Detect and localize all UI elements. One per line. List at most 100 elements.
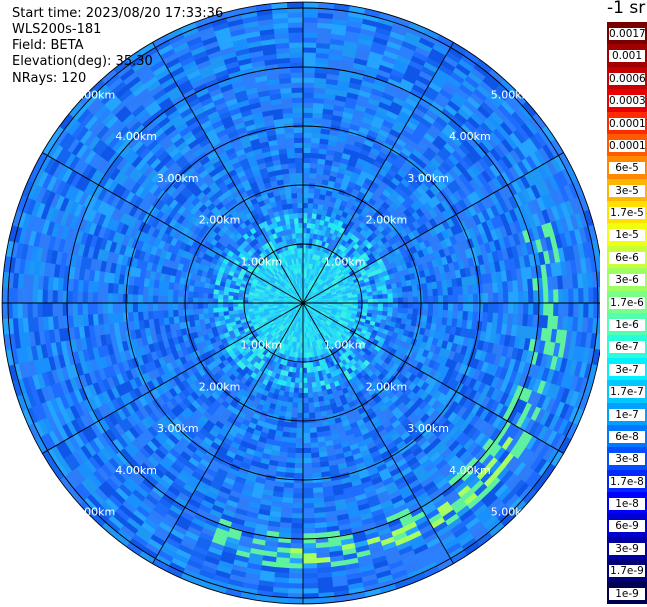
data-cell bbox=[302, 578, 319, 585]
data-cell bbox=[307, 397, 314, 404]
data-cell bbox=[310, 147, 320, 154]
data-cell bbox=[311, 381, 317, 389]
data-cell bbox=[294, 462, 304, 469]
data-cell bbox=[309, 432, 318, 439]
data-cell bbox=[462, 294, 469, 304]
data-cell bbox=[563, 302, 570, 318]
data-cell bbox=[302, 442, 311, 449]
data-cell bbox=[452, 294, 459, 304]
data-cell bbox=[302, 437, 311, 444]
data-cell bbox=[467, 302, 474, 313]
data-cell bbox=[307, 197, 315, 204]
data-cell bbox=[302, 467, 313, 474]
data-cell bbox=[548, 289, 555, 304]
data-cell bbox=[302, 528, 316, 534]
data-cell bbox=[288, 573, 304, 580]
data-cell bbox=[477, 302, 484, 313]
data-cell bbox=[308, 407, 315, 414]
data-cell bbox=[302, 397, 309, 404]
data-cell bbox=[295, 437, 304, 444]
data-cell bbox=[427, 302, 434, 311]
data-cell bbox=[307, 387, 313, 394]
data-cell bbox=[294, 447, 304, 454]
data-cell bbox=[563, 288, 570, 304]
data-cell bbox=[302, 56, 317, 63]
data-cell bbox=[290, 523, 304, 529]
data-cell bbox=[302, 588, 319, 595]
data-cell bbox=[289, 427, 297, 434]
data-cell bbox=[302, 543, 317, 550]
data-cell bbox=[302, 427, 311, 434]
data-cell bbox=[293, 477, 304, 484]
data-cell bbox=[588, 302, 595, 319]
data-cell bbox=[302, 11, 319, 18]
data-cell bbox=[302, 112, 314, 119]
data-cell bbox=[472, 293, 479, 304]
data-cell bbox=[422, 296, 429, 304]
data-cell bbox=[302, 197, 309, 204]
data-cell bbox=[487, 302, 494, 314]
data-cell bbox=[578, 302, 585, 319]
data-cell bbox=[528, 302, 534, 316]
data-cell bbox=[287, 588, 304, 595]
data-cell bbox=[292, 397, 299, 404]
data-cell bbox=[302, 127, 313, 134]
data-cell bbox=[309, 172, 317, 179]
data-cell bbox=[367, 302, 374, 307]
data-cell bbox=[372, 298, 379, 304]
data-cell bbox=[437, 287, 444, 297]
data-cell bbox=[302, 222, 308, 229]
data-cell bbox=[302, 207, 309, 214]
data-cell bbox=[302, 16, 319, 23]
data-cell bbox=[422, 289, 429, 298]
data-cell bbox=[588, 287, 595, 304]
data-cell bbox=[291, 508, 304, 514]
data-cell bbox=[397, 297, 404, 304]
data-cell bbox=[309, 437, 319, 444]
data-cell bbox=[523, 302, 529, 316]
data-cell bbox=[533, 290, 540, 304]
data-cell bbox=[293, 472, 304, 479]
data-cell bbox=[412, 308, 419, 316]
data-cell bbox=[287, 442, 296, 449]
data-cell bbox=[302, 147, 312, 154]
data-cell bbox=[299, 367, 304, 374]
data-cell bbox=[442, 310, 449, 319]
data-cell bbox=[302, 36, 318, 43]
data-cell bbox=[302, 498, 314, 504]
data-cell bbox=[302, 518, 315, 524]
data-cell bbox=[381, 289, 389, 295]
data-cell bbox=[447, 294, 454, 304]
data-cell bbox=[306, 367, 311, 374]
data-cell bbox=[598, 286, 600, 304]
data-cell bbox=[308, 422, 317, 429]
data-cell bbox=[291, 407, 298, 414]
data-cell bbox=[412, 296, 419, 304]
data-cell bbox=[432, 295, 439, 304]
data-cell bbox=[302, 573, 318, 580]
data-cell bbox=[288, 568, 304, 575]
data-cell bbox=[302, 82, 315, 88]
data-cell bbox=[302, 142, 312, 149]
data-cell bbox=[302, 503, 315, 509]
data-cell bbox=[302, 377, 308, 384]
data-cell bbox=[377, 294, 384, 300]
data-cell bbox=[487, 292, 494, 304]
data-cell bbox=[310, 442, 319, 449]
data-cell bbox=[558, 289, 565, 304]
data-cell bbox=[296, 412, 304, 419]
data-cell bbox=[286, 598, 304, 604]
data-cell bbox=[392, 292, 399, 299]
data-cell bbox=[362, 299, 369, 304]
data-cell bbox=[302, 508, 315, 514]
data-cell bbox=[573, 302, 580, 318]
data-cell bbox=[302, 97, 315, 103]
data-cell bbox=[287, 437, 297, 444]
data-cell bbox=[513, 302, 519, 315]
data-cell bbox=[407, 308, 414, 315]
ppi-plot: 1.00km1.00km1.00km1.00km2.00km2.00km2.00… bbox=[1, 1, 600, 605]
data-cell bbox=[310, 452, 320, 459]
data-cell bbox=[553, 289, 560, 304]
data-cell bbox=[302, 46, 317, 53]
data-cell bbox=[568, 302, 575, 318]
